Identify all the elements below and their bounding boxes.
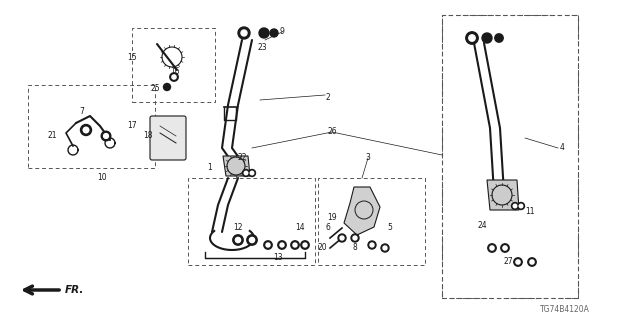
Circle shape [511, 203, 518, 210]
Circle shape [488, 244, 496, 252]
Circle shape [516, 260, 520, 264]
Text: 18: 18 [143, 131, 153, 140]
Circle shape [293, 243, 297, 247]
Circle shape [81, 124, 92, 135]
Circle shape [368, 241, 376, 249]
Circle shape [278, 241, 286, 249]
Text: 13: 13 [273, 253, 283, 262]
Text: 27: 27 [503, 258, 513, 267]
Text: 6: 6 [326, 222, 330, 231]
Text: 3: 3 [365, 154, 371, 163]
Circle shape [266, 243, 270, 247]
Circle shape [490, 246, 494, 250]
Circle shape [247, 235, 257, 245]
Circle shape [514, 258, 522, 266]
Circle shape [383, 246, 387, 250]
Circle shape [270, 29, 278, 37]
Circle shape [303, 243, 307, 247]
Circle shape [519, 204, 523, 208]
Text: 25: 25 [150, 84, 160, 92]
Polygon shape [223, 156, 250, 176]
Circle shape [170, 73, 178, 81]
FancyBboxPatch shape [150, 116, 186, 160]
Text: 8: 8 [353, 244, 357, 252]
Circle shape [513, 204, 516, 208]
Circle shape [340, 236, 344, 240]
Circle shape [528, 258, 536, 266]
Text: 26: 26 [327, 127, 337, 137]
Polygon shape [344, 187, 380, 235]
Circle shape [468, 35, 476, 41]
Circle shape [172, 75, 176, 79]
Circle shape [495, 34, 503, 42]
Text: 22: 22 [237, 154, 247, 163]
Circle shape [501, 244, 509, 252]
Text: 21: 21 [47, 131, 57, 140]
Circle shape [280, 243, 284, 247]
Circle shape [466, 32, 478, 44]
Circle shape [301, 241, 309, 249]
Circle shape [238, 27, 250, 39]
Circle shape [233, 235, 243, 245]
Text: 10: 10 [97, 173, 107, 182]
Text: 1: 1 [207, 164, 212, 172]
Circle shape [163, 84, 170, 91]
Circle shape [250, 171, 253, 175]
Text: 14: 14 [295, 223, 305, 233]
Text: 7: 7 [79, 108, 84, 116]
Circle shape [243, 170, 250, 177]
Circle shape [241, 30, 247, 36]
Text: 2: 2 [326, 93, 330, 102]
Circle shape [250, 237, 255, 243]
Text: 9: 9 [280, 28, 284, 36]
Circle shape [530, 260, 534, 264]
Circle shape [518, 203, 525, 210]
Text: 19: 19 [327, 213, 337, 222]
Circle shape [338, 234, 346, 242]
Text: FR.: FR. [65, 285, 84, 295]
Text: 15: 15 [127, 53, 137, 62]
Text: 17: 17 [127, 121, 137, 130]
Circle shape [291, 241, 300, 249]
Text: 4: 4 [559, 143, 564, 153]
Circle shape [264, 241, 272, 249]
Text: 16: 16 [170, 68, 180, 76]
Circle shape [370, 243, 374, 247]
Text: 11: 11 [525, 207, 535, 217]
Text: 12: 12 [233, 223, 243, 233]
Circle shape [351, 234, 359, 242]
Circle shape [236, 237, 241, 243]
Circle shape [83, 127, 89, 133]
Circle shape [104, 134, 108, 138]
Circle shape [248, 170, 255, 177]
Circle shape [244, 171, 248, 175]
Circle shape [259, 28, 269, 38]
Text: 23: 23 [257, 44, 267, 52]
Polygon shape [487, 180, 519, 210]
Circle shape [482, 33, 492, 43]
Circle shape [353, 236, 357, 240]
Text: 20: 20 [317, 244, 327, 252]
Circle shape [503, 246, 507, 250]
Circle shape [101, 131, 111, 141]
Text: 24: 24 [477, 220, 487, 229]
Text: 5: 5 [388, 222, 392, 231]
Text: TG74B4120A: TG74B4120A [540, 305, 590, 314]
Circle shape [381, 244, 389, 252]
